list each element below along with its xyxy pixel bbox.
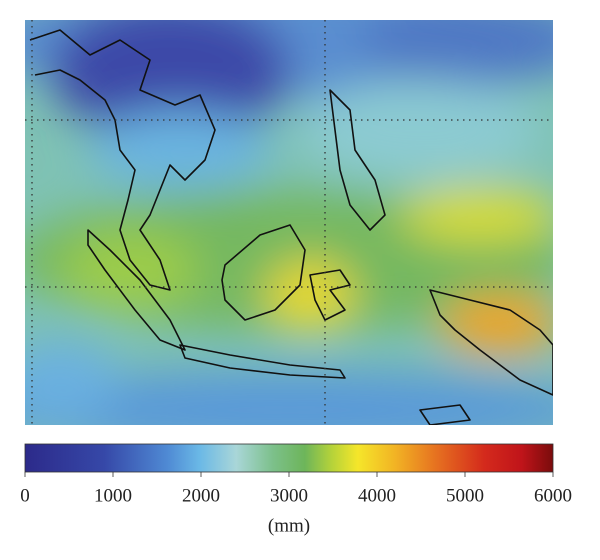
colorbar-tick-label: 4000 [358, 485, 396, 506]
colorbar-tick-label: 1000 [94, 485, 132, 506]
colorbar-label: (mm) [268, 515, 310, 536]
colorbar-tick-label: 5000 [446, 485, 484, 506]
colorbar-tick-label: 6000 [534, 485, 572, 506]
colorbar [24, 443, 554, 473]
colorbar-tick-label: 0 [20, 485, 30, 506]
colorbar-tick-label: 2000 [182, 485, 220, 506]
colorbar-tick-label: 3000 [270, 485, 308, 506]
precipitation-map [25, 20, 553, 425]
